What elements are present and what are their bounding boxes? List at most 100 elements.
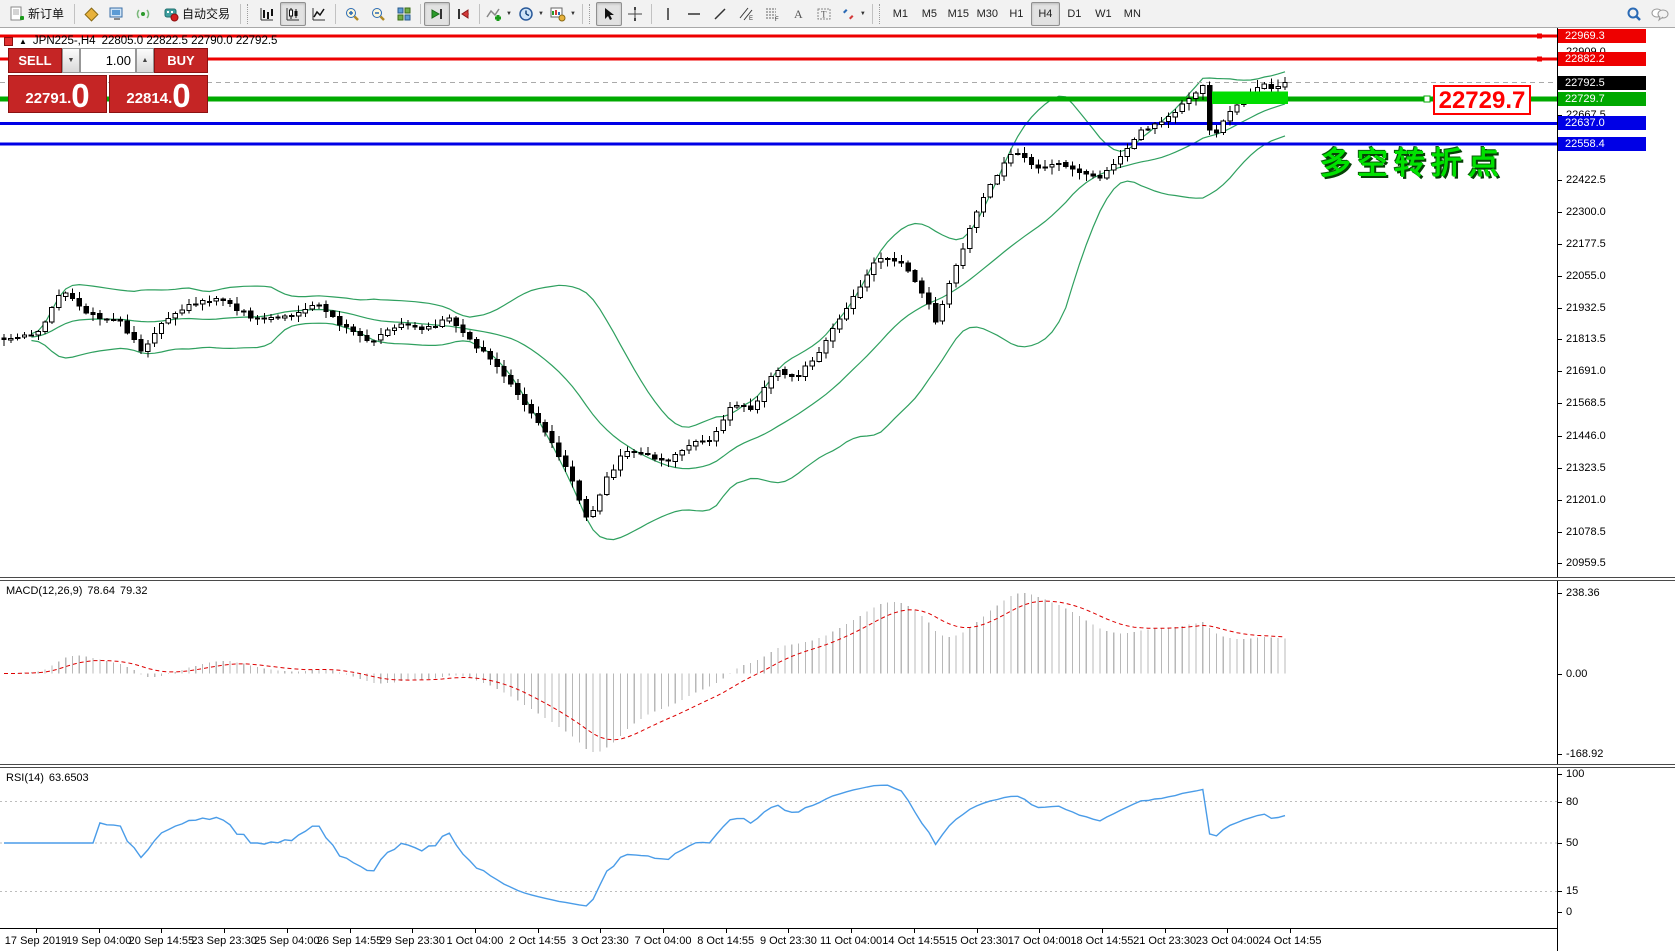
svg-text:E: E [749,16,753,22]
vertical-line-button[interactable] [655,2,681,26]
candle-body [864,274,870,288]
candle-body [1234,104,1240,113]
cursor-button[interactable] [595,1,622,26]
clock-icon [518,6,534,22]
candle-body [528,404,535,414]
panel-splitter[interactable] [0,577,1675,581]
equidistant-channel-button[interactable]: E [733,2,759,26]
axis-tick [1558,912,1562,913]
separator [74,3,76,24]
candle-body [1172,111,1178,118]
line-handle[interactable] [1423,95,1431,103]
time-axis-label: 15 Oct 23:30 [945,935,1008,947]
candle-body [1165,116,1172,123]
auto-scroll-button[interactable] [424,1,451,26]
candle-body [261,317,268,320]
timeframe-h4[interactable]: H4 [1030,1,1060,26]
fibonacci-button[interactable]: F [759,2,785,26]
candle-body [152,332,158,344]
timeframe-m30[interactable]: M30 [976,7,999,20]
crosshair-button[interactable] [622,2,648,26]
terminal-button[interactable] [104,2,130,26]
bar-chart-icon [259,6,275,22]
candle-body [1069,165,1076,170]
chart-shift-button[interactable] [450,2,476,26]
chat-button[interactable] [1647,2,1673,26]
buy-price[interactable]: 22814. 0 [109,75,208,113]
line-handle[interactable] [1537,33,1542,39]
profiles-button[interactable] [78,2,104,26]
candle-body [590,510,596,518]
timeframe-mn[interactable]: MN [1123,7,1141,20]
timeframe-m5[interactable]: M5 [921,7,937,20]
time-tick [98,929,100,933]
candle-body [371,340,377,343]
price-tick-label: 22177.5 [1566,237,1606,250]
indicators-button[interactable]: ▼ [483,2,515,26]
timeframe-m1[interactable]: M1 [892,7,908,20]
volume-down-button[interactable]: ▼ [62,48,80,73]
periods-button[interactable]: ▼ [515,2,547,26]
candlestick-chart-button[interactable] [280,1,307,26]
candle-body [932,303,939,323]
candle-body [480,347,487,352]
time-axis[interactable]: 17 Sep 2019 19 Sep 04:00 20 Sep 14:55 23 Se… [0,928,1675,951]
new-order-button[interactable]: 新订单 [2,2,71,26]
candle-body [967,227,973,249]
timeframe-h1[interactable]: H1 [1009,7,1024,20]
templates-button[interactable]: ▼ [547,2,579,26]
candle-body [706,440,713,443]
bollinger-lower-band [31,135,1286,541]
panel-splitter[interactable] [0,764,1675,768]
buy-button[interactable]: BUY [154,48,208,73]
arrows-button[interactable]: ▼ [837,2,869,26]
trendline-button[interactable] [707,2,733,26]
time-tick [600,929,602,933]
zoom-out-button[interactable] [365,2,391,26]
level-price-flag: 22729.7 [1558,92,1646,106]
separator [420,3,422,24]
arrows-icon [840,6,856,22]
time-axis-label: 29 Sep 23:30 [379,935,445,947]
timeframe-w1[interactable]: W1 [1095,7,1112,20]
search-button[interactable] [1621,2,1647,26]
candle-body [378,334,384,341]
price-axis[interactable]: 22909.022667.522545.022422.522300.022177… [1557,28,1675,951]
highlight-rectangle[interactable] [1212,91,1288,105]
candle-body [658,457,665,461]
candle-body [1179,103,1185,113]
line-chart-button[interactable] [306,2,332,26]
autotrading-button[interactable]: 自动交易 [156,2,237,26]
volume-input[interactable] [80,48,136,73]
text-button[interactable]: A [785,2,811,26]
time-axis-label: 20 Sep 14:55 [128,935,195,947]
candle-body [350,326,357,333]
expand-triangle-icon[interactable]: ▲ [19,36,27,46]
price-callout-label[interactable]: 22729.7 [1433,85,1531,115]
candle-body [1063,162,1069,168]
sell-button[interactable]: SELL [8,48,62,73]
chart-ohlc-values: 22805.0 22822.5 22790.0 22792.5 [101,35,278,47]
volume-up-button[interactable]: ▲ [136,48,154,73]
zoom-in-button[interactable] [339,2,365,26]
price-tick-label: 22422.5 [1566,173,1606,186]
text-label-button[interactable]: T [811,2,837,26]
candle-body [679,449,685,456]
signals-button[interactable] [130,2,156,26]
candle-body [69,292,76,300]
sell-price-small: 22791. [25,90,72,107]
autotrading-label: 自动交易 [182,7,231,21]
tile-windows-icon [396,6,412,22]
rsi-chart [0,784,1557,907]
line-handle[interactable] [1537,56,1542,62]
tile-windows-button[interactable] [391,2,417,26]
timeframe-d1[interactable]: D1 [1067,7,1082,20]
candle-body [405,323,411,326]
time-tick [663,929,664,933]
timeframe-m15[interactable]: M15 [947,7,970,20]
horizontal-line-button[interactable] [681,2,707,26]
candle-body [953,265,959,284]
chinese-annotation[interactable]: 多空转折点 [1320,146,1505,181]
bar-chart-button[interactable] [254,2,280,26]
sell-price[interactable]: 22791. 0 [8,75,107,113]
